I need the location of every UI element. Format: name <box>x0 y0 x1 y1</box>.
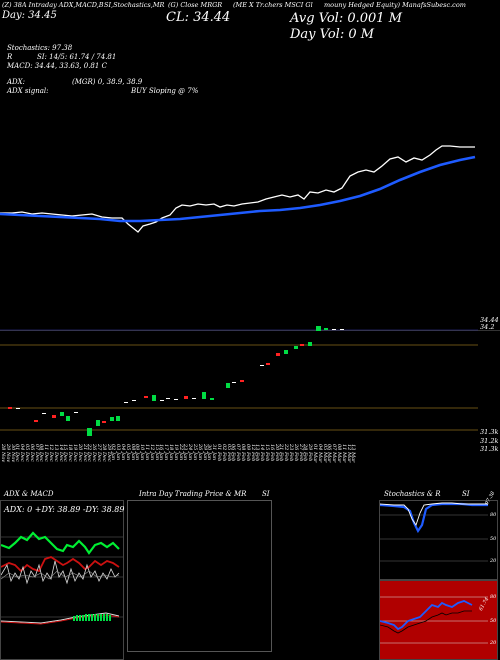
day-volume: Day Vol: 0 M <box>290 27 375 42</box>
price-line <box>0 145 475 233</box>
intraday-panel <box>127 500 272 652</box>
stochastics-readout: Stochastics: 97.38 <box>7 44 73 52</box>
si-readout: SI: 14/5: 61.74 / 74.81 <box>37 53 117 61</box>
candle-chart <box>0 326 478 436</box>
price-chart <box>0 145 476 233</box>
moving-average-line <box>0 155 476 223</box>
adx-macd-panel: ADX: 0 +DY: 38.89 -DY: 38.89 <box>0 500 124 660</box>
x-axis: 28 Nov 29 Nov 30 Nov 01 Dec 04 Dec 05 Dec 06 D… <box>0 444 360 484</box>
divider-top <box>0 330 500 331</box>
stoch-tick-80: 80 <box>490 512 497 518</box>
price-tick-1: 34.44 <box>480 316 499 324</box>
stoch-tick-50: 50 <box>490 536 497 542</box>
adx-signal-label: ADX signal: <box>7 87 49 95</box>
stochastics-si-title: SI <box>462 490 470 498</box>
si-chart <box>380 596 488 644</box>
header-name: (ME X Tr.chers MSCI Gl <box>233 1 313 9</box>
open-label: Day: 34.45 <box>2 10 57 21</box>
adx-readout: ADX: <box>7 78 26 86</box>
r-label: R <box>7 53 13 61</box>
si-tick-80: 80 <box>490 594 497 600</box>
candles <box>8 326 344 436</box>
adx-macd-title: ADX & MACD <box>4 490 54 498</box>
header-adx-macd: (Z) 38A Intraday ADX,MACD,B <box>2 1 104 9</box>
avg-volume: Avg Vol: 0.001 M <box>290 11 403 26</box>
stoch-tick-20: 20 <box>490 558 497 564</box>
intraday-title: Intra Day Trading Price & MR <box>139 490 247 498</box>
price-tick-4: 31.2k <box>480 437 499 445</box>
si-tick-50: 50 <box>490 618 497 624</box>
adx-panel-readout: ADX: 0 +DY: 38.89 -DY: 38.89 <box>4 505 125 514</box>
adx-values: (MGR) 0, 38.9, 38.9 <box>72 78 143 86</box>
si-panel: 80 50 20 61.74 <box>379 580 498 660</box>
x-axis-label: 13 Mar <box>350 444 357 463</box>
adx-chart <box>1 531 123 625</box>
si-tick-20: 20 <box>490 640 497 646</box>
close-label: CL: 34.44 <box>166 10 231 25</box>
stochastics-panel: 80 50 20 97.38 <box>379 491 498 580</box>
stochastics-chart <box>380 502 488 562</box>
header-stochastics: SI,Stochastics,MR <box>104 1 165 9</box>
buy-signal: BUY Sloping @ 7% <box>131 87 199 95</box>
macd-readout: MACD: 34.44, 33.63, 0.81 C <box>7 62 107 70</box>
price-tick-5: 31.3k <box>480 445 499 453</box>
stochastics-title: Stochastics & R <box>384 490 441 498</box>
header-close: (G) Close MRGR <box>168 1 223 9</box>
price-tick-3: 31.3k <box>480 428 499 436</box>
intraday-si-title: SI <box>262 490 270 498</box>
price-tick-2: 34.2 <box>480 323 495 331</box>
header-source: mouny Hedged Equity) ManafsSubesc.com <box>324 1 466 9</box>
